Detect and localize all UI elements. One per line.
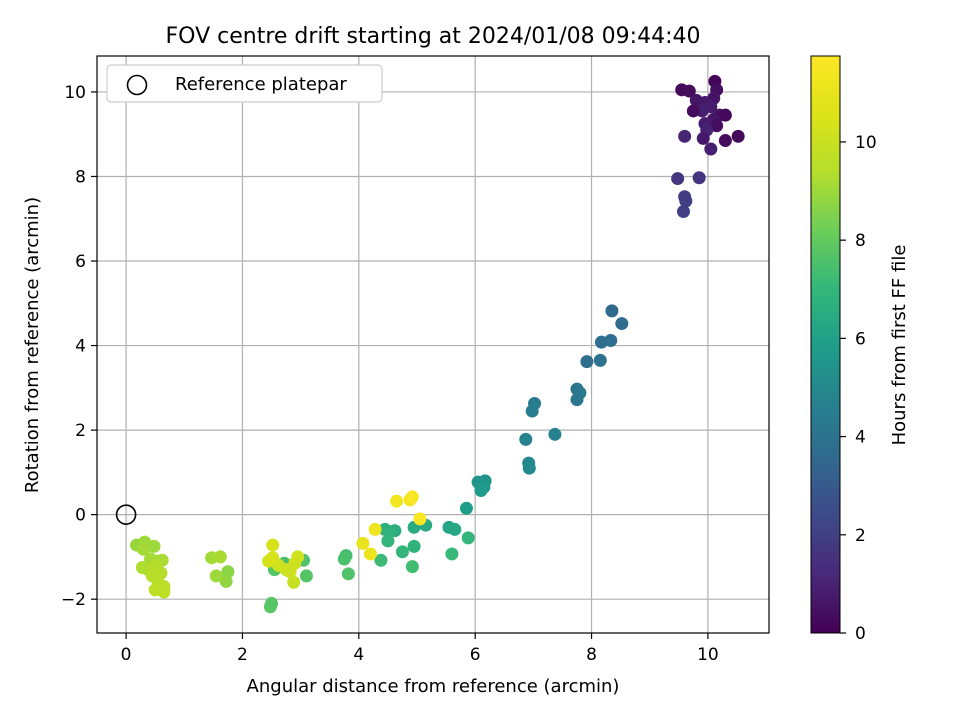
data-point [209, 569, 223, 583]
data-point [704, 142, 718, 156]
x-tick-label: 4 [353, 645, 364, 665]
data-point [570, 393, 584, 407]
data-point [682, 84, 696, 98]
colorbar-tick-label: 6 [855, 329, 866, 349]
data-point [157, 585, 171, 599]
y-tick-label: 6 [75, 252, 86, 272]
data-point [696, 131, 710, 145]
data-point [522, 461, 536, 475]
data-point [679, 194, 693, 208]
data-point [299, 569, 313, 583]
data-point [459, 501, 473, 515]
data-point [580, 355, 594, 369]
data-point [445, 547, 459, 561]
data-point [548, 427, 562, 441]
data-point [615, 317, 629, 331]
data-point [291, 550, 305, 564]
data-point [671, 172, 685, 186]
data-point [147, 539, 161, 553]
data-point [283, 565, 297, 579]
legend: Reference platepar [106, 64, 383, 103]
colorbar-tick-label: 0 [855, 624, 866, 644]
grid-lines [97, 56, 769, 633]
data-point [686, 104, 700, 118]
colorbar: 0 2 4 6 8 10 Hours from first FF file [810, 55, 910, 644]
y-axis-ticks: −2 0 2 4 6 8 10 [61, 83, 97, 610]
reference-platepar-marker [115, 504, 137, 525]
data-point [337, 552, 351, 566]
y-tick-label: 2 [75, 421, 86, 441]
data-point [374, 553, 388, 567]
data-point [718, 134, 732, 148]
colorbar-tick-label: 8 [855, 231, 866, 251]
data-point [448, 522, 462, 536]
y-tick-label: 8 [75, 167, 86, 187]
data-point [390, 494, 404, 508]
data-point [413, 512, 427, 526]
data-point [213, 550, 227, 564]
colorbar-tick-label: 10 [855, 133, 877, 153]
data-point [341, 567, 355, 581]
colorbar-tick-label: 4 [855, 428, 866, 448]
data-points [130, 74, 745, 614]
data-point [604, 333, 618, 347]
data-point [676, 205, 690, 219]
plot-frame [96, 55, 770, 634]
data-point [137, 542, 151, 556]
data-point [287, 575, 301, 589]
colorbar-gradient [810, 55, 841, 634]
data-point [263, 600, 277, 614]
data-point [363, 547, 377, 561]
y-tick-label: −2 [61, 590, 86, 610]
chart-title: FOV centre drift starting at 2024/01/08 … [166, 24, 701, 49]
data-point [692, 171, 706, 185]
data-point [525, 404, 539, 418]
y-tick-label: 0 [75, 506, 86, 526]
y-axis-label: Rotation from reference (arcmin) [22, 197, 43, 493]
data-point [266, 551, 280, 565]
data-point [718, 108, 732, 122]
x-axis-label: Angular distance from reference (arcmin) [247, 676, 620, 697]
data-point [395, 545, 409, 559]
data-point [474, 484, 488, 498]
data-point [710, 119, 724, 133]
data-point [368, 522, 382, 536]
legend-marker-icon [126, 74, 148, 96]
x-tick-label: 10 [697, 645, 719, 665]
data-point [407, 539, 421, 553]
x-tick-label: 6 [470, 645, 481, 665]
colorbar-tick-label: 2 [855, 526, 866, 546]
x-axis-ticks: 0 2 4 6 8 10 [121, 633, 719, 665]
colorbar-ticks: 0 2 4 6 8 10 [840, 133, 877, 644]
data-point [678, 129, 692, 143]
data-point [519, 432, 533, 446]
x-tick-label: 0 [121, 645, 132, 665]
data-point [221, 565, 235, 579]
data-point [219, 574, 233, 588]
data-point [605, 304, 619, 318]
data-point [593, 353, 607, 367]
data-point [405, 490, 419, 504]
colorbar-label: Hours from first FF file [889, 245, 910, 446]
x-tick-label: 8 [586, 645, 597, 665]
data-point [405, 560, 419, 574]
data-point [381, 534, 395, 548]
data-point [731, 129, 745, 143]
data-point [356, 536, 370, 550]
legend-entry-reference: Reference platepar [175, 74, 347, 95]
data-point [461, 531, 475, 545]
x-tick-label: 2 [237, 645, 248, 665]
y-tick-label: 10 [64, 83, 86, 103]
data-point [266, 538, 280, 552]
legend-box [106, 64, 383, 103]
y-tick-label: 4 [75, 337, 86, 357]
